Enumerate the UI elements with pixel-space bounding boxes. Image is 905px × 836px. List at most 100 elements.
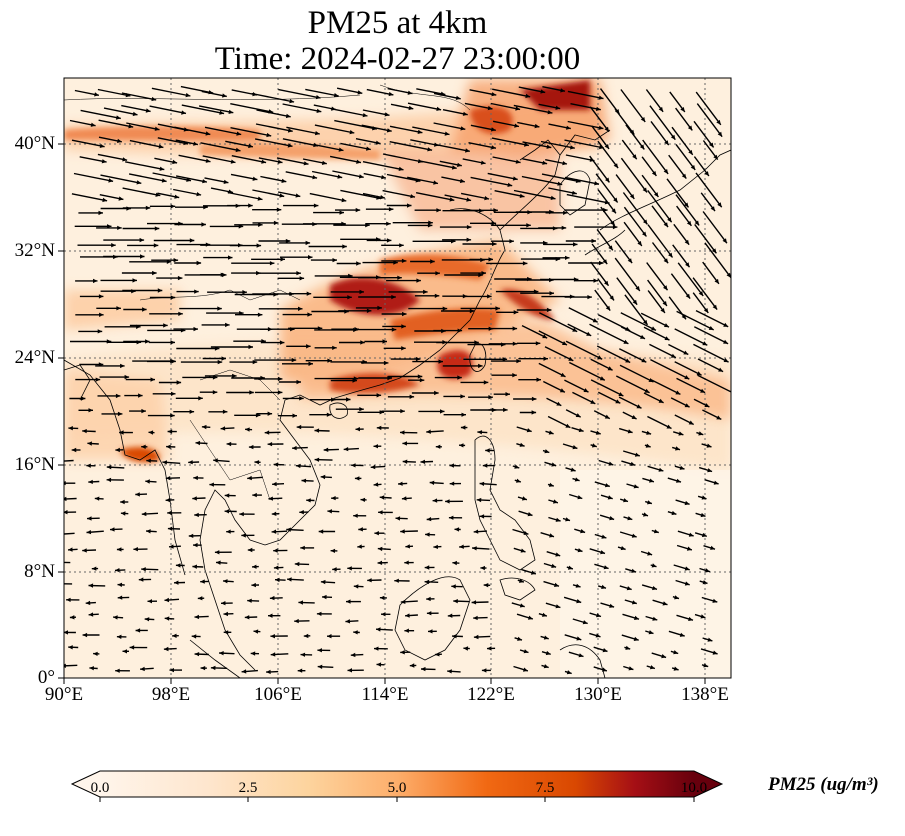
wind-arrow-head [587, 295, 592, 300]
wind-arrow-shaft [513, 104, 553, 114]
wind-arrow-head [679, 632, 685, 637]
wind-arrow-head [116, 547, 122, 552]
wind-arrow-head [628, 666, 634, 671]
wind-arrow-head [426, 429, 431, 434]
wind-arrow-shaft [591, 125, 610, 150]
lon-label-114e: 114°E [361, 684, 409, 705]
wind-arrow-shaft [564, 139, 605, 149]
wind-arrow-shaft [624, 294, 649, 326]
wind-arrow-head [662, 601, 668, 606]
wind-arrow-shaft [198, 105, 234, 114]
wind-arrow-shaft [415, 192, 455, 201]
wind-arrow-head [247, 475, 252, 481]
wind-arrow-head [86, 463, 91, 468]
wind-arrow-head [648, 630, 654, 635]
wind-arrow-head [167, 510, 172, 515]
wind-arrow-head [223, 179, 229, 184]
wind-arrow-head [351, 463, 356, 468]
wind-arrow-head [170, 204, 176, 209]
wind-arrow-head [493, 208, 498, 213]
wind-arrow-head [487, 105, 493, 111]
wind-arrow-head [523, 530, 529, 535]
wind-arrow-head [194, 512, 199, 518]
wind-arrow-head [520, 548, 526, 553]
wind-arrow-head [603, 565, 609, 570]
wind-arrow-shaft [567, 120, 604, 130]
wind-arrow-head [410, 194, 415, 199]
lon-label-130e: 130°E [574, 684, 622, 705]
wind-arrow-head [316, 108, 322, 113]
wind-arrow-head [279, 340, 285, 345]
wind-arrow-head [89, 666, 94, 671]
wind-arrow-shaft [649, 343, 677, 359]
wind-arrow-head [106, 465, 112, 470]
wind-arrow-head [277, 376, 283, 382]
wind-arrow-head [546, 144, 552, 149]
wind-arrow-head [94, 496, 100, 501]
wind-arrow-head [139, 237, 145, 243]
wind-arrow-head [670, 134, 676, 140]
wind-arrow-head [651, 326, 656, 331]
wind-arrow-head [430, 259, 435, 264]
wind-arrow-head [629, 194, 635, 199]
wind-arrow-shaft [309, 192, 347, 202]
wind-arrow-head [251, 582, 256, 588]
wind-arrow-head [644, 388, 650, 393]
wind-arrow-head [462, 111, 468, 116]
wind-arrow-shaft [282, 103, 322, 113]
wind-arrow-head [391, 294, 396, 300]
wind-arrow-head [316, 611, 322, 616]
wind-arrow-shaft [641, 174, 659, 198]
wind-arrow-shaft [490, 102, 521, 111]
wind-arrow-head [280, 257, 285, 262]
wind-arrow-shaft [522, 141, 552, 149]
wind-arrow-shaft [590, 261, 610, 287]
wind-arrow-head [530, 570, 536, 575]
wind-arrow-head [122, 157, 128, 162]
wind-arrow-head [718, 367, 724, 372]
wind-arrow-head [314, 457, 320, 462]
wind-arrow-head [384, 112, 390, 117]
wind-arrow-head [448, 515, 454, 520]
wind-arrow-head [356, 159, 361, 164]
wind-arrow-head [627, 429, 633, 434]
wind-arrow-head [94, 92, 99, 97]
wind-arrow-head [550, 195, 556, 200]
wind-arrow-head [352, 378, 357, 383]
wind-arrow-head [298, 306, 303, 311]
wind-arrow-shaft [98, 119, 134, 128]
wind-arrow-head [427, 223, 433, 228]
wind-arrow-head [580, 529, 586, 534]
wind-arrow-head [686, 546, 692, 551]
wind-arrow-head [400, 409, 405, 414]
wind-arrow-head [722, 238, 727, 244]
wind-arrow-shaft [647, 189, 673, 223]
wind-arrow-head [303, 633, 309, 639]
wind-arrow-head [268, 613, 273, 618]
wind-arrow-head [449, 197, 455, 202]
wind-arrow-head [548, 430, 554, 435]
wind-arrow-head [609, 295, 614, 301]
wind-arrow-head [417, 374, 423, 379]
wind-arrow-head [635, 286, 640, 291]
wind-arrow-head [159, 166, 165, 171]
wind-arrow-head [440, 409, 445, 414]
wind-arrow-shaft [412, 126, 450, 136]
wind-arrow-head [122, 649, 127, 654]
wind-arrow-head [684, 566, 690, 571]
wind-arrow-head [451, 584, 456, 589]
wind-arrow-head [66, 597, 71, 602]
wind-arrow-shaft [230, 127, 272, 137]
wind-arrow-shaft [157, 137, 189, 145]
wind-arrow-head [188, 460, 193, 465]
wind-arrow-head [295, 193, 301, 198]
wind-arrow-head [222, 409, 228, 414]
wind-arrow-head [132, 111, 138, 117]
wind-arrow-head [314, 131, 320, 136]
wind-arrow-head [120, 363, 125, 369]
wind-arrow-head [428, 220, 433, 225]
wind-arrow-head [64, 481, 66, 486]
wind-arrow-head [354, 476, 360, 481]
wind-arrow-shaft [389, 125, 423, 134]
wind-arrow-shaft [625, 124, 645, 150]
